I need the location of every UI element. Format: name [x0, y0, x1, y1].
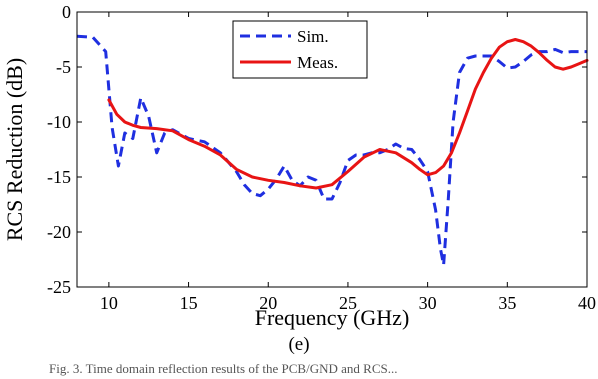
y-tick-label: -20 — [47, 222, 71, 242]
x-tick-label: 10 — [100, 293, 118, 313]
plot-area-frame — [76, 11, 588, 288]
legend-label-sim: Sim. — [297, 27, 329, 46]
x-tick-label: 20 — [259, 293, 277, 313]
y-tick-label: -10 — [47, 112, 71, 132]
x-tick-label: 30 — [419, 293, 437, 313]
x-tick-label: 15 — [180, 293, 198, 313]
series-line-meas — [107, 38, 589, 190]
figure-subcaption: (e) — [288, 334, 310, 355]
legend-label-meas: Meas. — [297, 53, 338, 72]
y-axis-label: RCS Reduction (dB) — [2, 58, 27, 241]
x-axis-label: Frequency (GHz) — [255, 305, 410, 330]
legend-box — [232, 20, 368, 79]
y-tick-label: -5 — [56, 57, 71, 77]
figure-caption-text: Fig. 3. Time domain reflection results o… — [49, 361, 398, 376]
y-tick-label: -25 — [47, 277, 71, 297]
x-tick-label: 40 — [578, 293, 596, 313]
rcs-reduction-chart: 0 -5 -10 -15 -20 -25 10 15 20 25 30 35 40 Frequency… — [2, 2, 596, 330]
y-axis-ticks: 0 -5 -10 -15 -20 -25 — [47, 2, 587, 297]
x-tick-label: 35 — [498, 293, 516, 313]
x-axis-ticks: 10 15 20 25 30 35 40 — [100, 12, 596, 313]
y-tick-label: 0 — [62, 2, 71, 22]
legend: Sim. Meas. — [232, 20, 368, 79]
series-lines — [76, 34, 589, 267]
x-tick-label: 25 — [339, 293, 357, 313]
y-tick-label: -15 — [47, 167, 71, 187]
